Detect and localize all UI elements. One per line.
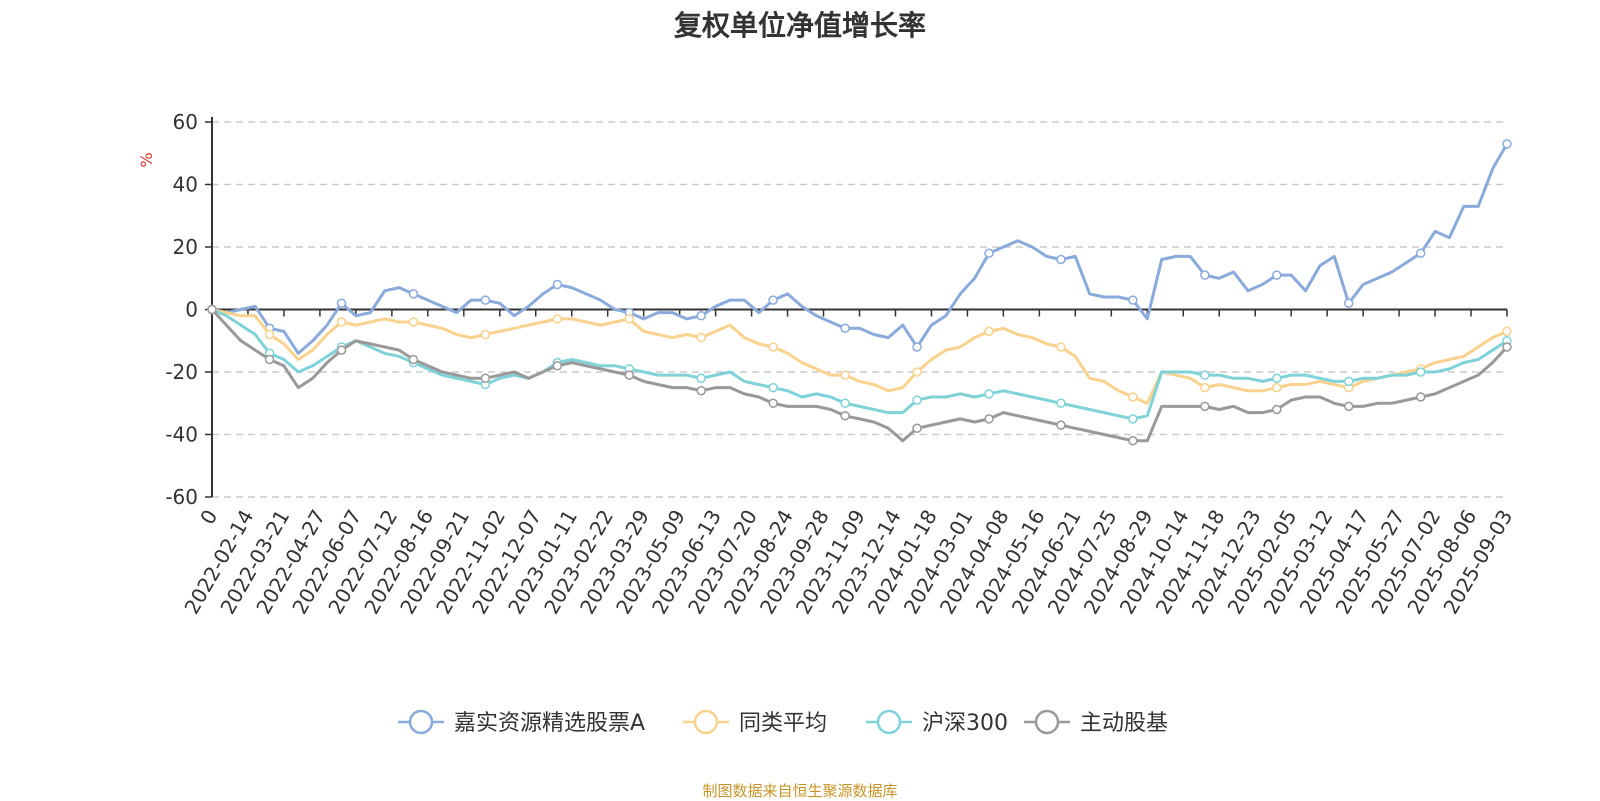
series-point-0 [984,248,994,258]
series-point-3 [408,354,419,365]
series-point-3 [1343,401,1354,412]
series-point-0 [1272,270,1282,280]
series-point-0 [552,279,563,290]
series-point-3 [1502,342,1512,352]
series-point-1 [768,342,778,352]
legend-label: 主动股基 [1080,711,1168,736]
legend-item-2[interactable]: 沪深300 [866,709,1008,736]
series-point-3 [336,345,347,355]
series-point-2 [840,398,850,408]
y-tick-label: -20 [165,360,198,384]
series-line-0 [211,143,1509,355]
series-point-2 [1272,373,1282,383]
series-point-0 [696,311,706,321]
legend-swatch-marker [693,709,719,735]
legend-label: 沪深300 [922,711,1008,736]
series-point-2 [768,382,778,393]
source-footer: 制图数据来自恒生聚源数据库 [702,782,898,800]
series-point-1 [1128,392,1138,402]
legend-swatch-marker [876,709,902,735]
series-point-0 [768,295,778,305]
series-point-3 [480,373,491,383]
series-point-3 [696,386,706,396]
y-axis-label: % [137,152,156,167]
series-line-2 [211,308,1508,421]
series-point-0 [480,295,491,305]
series-point-3 [1128,436,1138,446]
y-axis-ticks: 60 40 20 0 -20 -40 -60 [165,110,212,509]
y-tick-label: 60 [173,110,198,134]
series-point-0 [408,289,419,299]
series-point-1 [912,367,922,377]
series-line-1 [211,308,1508,405]
legend-swatch-marker [1034,709,1060,735]
series-point-0 [1128,295,1138,305]
legend[interactable]: 嘉实资源精选股票A 同类平均 沪深300 主动股基 [398,709,1168,736]
series-point-1 [480,329,491,340]
series-point-1 [624,314,635,324]
legend-item-1[interactable]: 同类平均 [683,709,827,736]
y-tick-label: 20 [173,235,198,259]
series-point-1 [984,326,994,337]
series-point-2 [984,389,994,399]
series-point-3 [768,398,778,408]
series-point-2 [912,395,922,405]
series-point-2 [1056,398,1066,408]
series-line-3 [210,308,1509,443]
series-point-0 [1502,139,1512,149]
series-point-1 [1502,326,1512,337]
series-point-1 [1200,382,1210,393]
series-point-1 [336,317,347,327]
series-point-3 [1415,392,1426,402]
series-point-1 [1272,382,1282,393]
y-tick-label: -60 [165,485,198,509]
series-point-0 [1415,248,1426,258]
series-point-0 [1056,254,1066,265]
series-point-1 [696,332,706,343]
series-point-2 [1128,414,1138,424]
series-point-1 [408,317,419,327]
series-lines [207,139,1512,446]
series-point-2 [696,373,706,383]
y-tick-label: 40 [173,173,198,197]
series-point-3 [1056,420,1066,430]
series-point-3 [207,304,217,315]
legend-item-0[interactable]: 嘉实资源精选股票A [398,709,645,736]
series-point-3 [552,361,563,371]
series-point-3 [264,354,275,365]
series-point-0 [1200,270,1210,280]
series-point-3 [1272,404,1282,415]
series-point-3 [1200,401,1210,412]
series-point-2 [1200,370,1210,380]
legend-item-3[interactable]: 主动股基 [1024,709,1168,736]
series-point-1 [840,370,850,380]
series-point-1 [264,329,275,340]
series-point-1 [1056,342,1066,352]
x-axis-ticks: 02022-02-142022-03-212022-04-272022-06-0… [179,309,1517,618]
series-point-3 [984,414,994,424]
chart-title: 复权单位净值增长率 [673,9,926,42]
y-tick-label: -40 [165,423,198,447]
series-point-2 [1415,367,1426,377]
series-point-2 [1343,376,1354,387]
series-point-3 [840,411,850,421]
legend-label: 同类平均 [739,711,827,736]
series-point-3 [624,370,635,380]
series-point-0 [336,298,347,308]
x-tick-label: 0 [195,506,222,529]
series-point-3 [912,423,922,433]
series-point-0 [1343,298,1354,308]
y-tick-label: 0 [185,298,198,322]
legend-label: 嘉实资源精选股票A [454,711,645,736]
series-point-1 [552,314,563,324]
series-point-0 [912,342,922,352]
legend-swatch-marker [408,709,434,735]
series-point-0 [840,323,850,333]
axes [211,117,1507,497]
